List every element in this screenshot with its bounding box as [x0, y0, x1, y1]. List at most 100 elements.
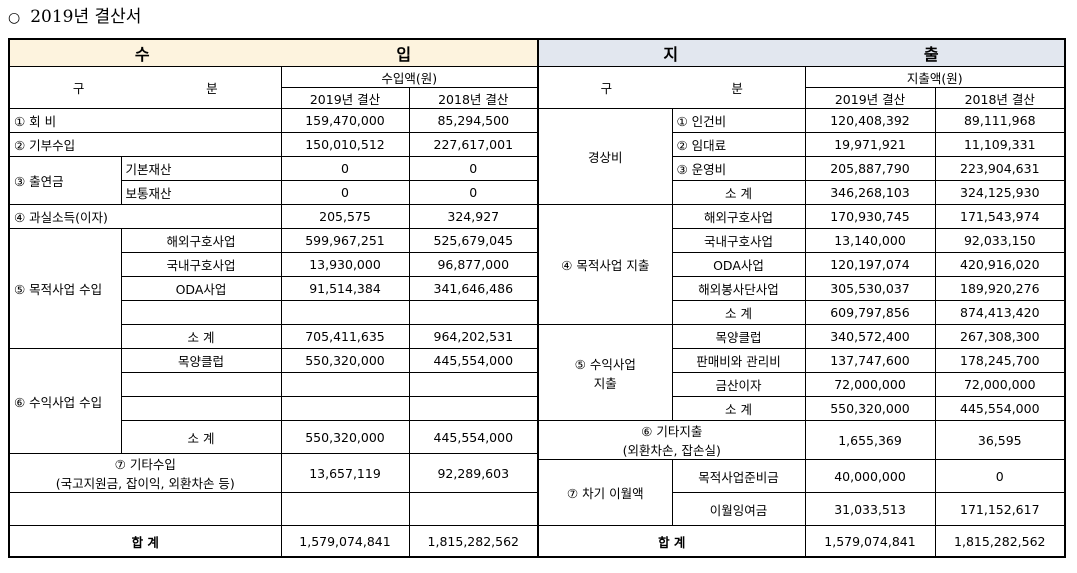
income-row	[8, 492, 539, 526]
expense-row: ③ 운영비 205,887,790 223,904,631	[538, 156, 1066, 181]
income-row: 소 계 550,320,000 445,554,000	[9, 420, 539, 454]
expense-2018: 324,125,930	[934, 180, 1066, 205]
income-2019: 599,967,251	[280, 228, 410, 253]
expense-group-line1: ⑥ 기타지출	[641, 424, 703, 439]
expense-sub: ① 인건비	[671, 108, 806, 133]
income-col-2019: 2019년 결산	[280, 87, 410, 109]
expense-total-label: 합 계	[537, 525, 806, 558]
expense-group: 경상비	[537, 108, 673, 205]
income-2018: 341,646,486	[408, 276, 539, 301]
income-gubun-header: 구 분	[8, 66, 282, 109]
expense-sub: 금산이자	[671, 372, 806, 397]
income-2019: 13,657,119	[280, 453, 410, 493]
expense-2018: 0	[934, 459, 1066, 493]
expense-sub: 해외봉사단사업	[671, 276, 806, 301]
expense-table: 지 출 구 분 지출액(원) 2019년 결산 2018년 결산 경상비 ① 인…	[537, 38, 1067, 558]
expense-total-2019: 1,579,074,841	[804, 525, 936, 558]
income-2019: 13,930,000	[280, 252, 410, 277]
expense-2018: 171,152,617	[934, 492, 1066, 526]
expense-row: ⑥ 기타지출 (외환차손, 잡손실) 1,655,369 36,595	[537, 420, 1066, 460]
expense-sub: 소 계	[671, 180, 806, 205]
expense-2018: 11,109,331	[934, 132, 1066, 157]
income-label: ⑦ 기타수입 (국고지원금, 잡이익, 외환차손 등)	[8, 453, 282, 493]
income-2019: 150,010,512	[280, 132, 410, 157]
expense-group: ⑥ 기타지출 (외환차손, 잡손실)	[537, 420, 806, 460]
expense-sub: 목적사업준비금	[671, 459, 806, 493]
income-sub: 소 계	[120, 324, 282, 349]
income-sub: 해외구호사업	[120, 228, 282, 253]
income-2019	[280, 372, 410, 397]
expense-2019: 137,747,600	[804, 348, 936, 373]
expense-col-2019: 2019년 결산	[804, 87, 936, 109]
expense-2019: 346,268,103	[804, 180, 936, 205]
income-2019: 550,320,000	[280, 348, 410, 373]
income-2018: 964,202,531	[408, 324, 539, 349]
income-2018: 525,679,045	[408, 228, 539, 253]
expense-2019: 170,930,745	[804, 204, 936, 229]
expense-2018: 89,111,968	[934, 108, 1066, 133]
income-table: 수 입 구 분 수입액(원) 2019년 결산 2018년 결산 ① 회 비 1…	[8, 38, 540, 558]
income-sub	[120, 372, 282, 397]
income-group: ⑥ 수익사업 수입	[8, 348, 122, 454]
expense-group: ⑤ 수익사업 지출	[537, 324, 673, 421]
expense-total-row: 합 계 1,579,074,841 1,815,282,562	[537, 525, 1066, 558]
income-header-right: 입	[396, 45, 413, 64]
expense-group-line2: (외환차손, 잡손실)	[622, 443, 721, 458]
income-2019	[280, 492, 410, 526]
income-total-label: 합 계	[8, 525, 282, 558]
income-2018	[408, 300, 539, 325]
income-2019: 550,320,000	[280, 420, 410, 454]
expense-group-line1: ⑤ 수익사업	[574, 356, 636, 372]
expense-amount-header: 지출액(원)	[804, 66, 1066, 88]
income-label	[8, 492, 282, 526]
expense-2019: 120,408,392	[804, 108, 936, 133]
income-amount-header: 수입액(원)	[280, 66, 539, 88]
income-label: ① 회 비	[8, 108, 282, 133]
expense-sub: 해외구호사업	[671, 204, 806, 229]
income-sub: 소 계	[120, 420, 282, 454]
income-row: ④ 과실소득(이자) 205,575 324,927	[8, 204, 539, 229]
income-sub: 기본재산	[120, 156, 282, 181]
income-label-line1: ⑦ 기타수입	[114, 457, 176, 472]
income-2018	[408, 396, 539, 421]
income-2019: 205,575	[280, 204, 410, 229]
expense-group: ⑦ 차기 이월액	[537, 459, 673, 526]
expense-2019: 205,887,790	[804, 156, 936, 181]
income-2019: 91,514,384	[280, 276, 410, 301]
expense-group-line2: 지출	[593, 375, 617, 391]
income-2019	[280, 396, 410, 421]
income-2018: 445,554,000	[408, 420, 539, 454]
expense-col-2018: 2018년 결산	[934, 87, 1066, 109]
expense-row: 국내구호사업 13,140,000 92,033,150	[538, 228, 1066, 253]
income-total-2019: 1,579,074,841	[280, 525, 410, 558]
income-2018: 0	[408, 180, 539, 205]
expense-row: ④ 목적사업 지출 해외구호사업 170,930,745 171,543,974	[537, 204, 1066, 325]
expense-2019: 609,797,856	[804, 300, 936, 325]
expense-2018: 178,245,700	[934, 348, 1066, 373]
income-row: ⑦ 기타수입 (국고지원금, 잡이익, 외환차손 등) 13,657,119 9…	[8, 453, 539, 493]
income-col-2018: 2018년 결산	[408, 87, 539, 109]
income-sub: 목양클럽	[120, 348, 282, 373]
income-2019: 705,411,635	[280, 324, 410, 349]
expense-2019: 340,572,400	[804, 324, 936, 349]
income-row: 국내구호사업 13,930,000 96,877,000	[9, 252, 539, 277]
expense-group: ④ 목적사업 지출	[537, 204, 673, 325]
income-gubun-2: 분	[206, 81, 218, 96]
income-2018: 96,877,000	[408, 252, 539, 277]
income-sub: 국내구호사업	[120, 252, 282, 277]
income-2018: 0	[408, 156, 539, 181]
income-sub	[120, 396, 282, 421]
expense-sub: 목양클럽	[671, 324, 806, 349]
expense-2018: 92,033,150	[934, 228, 1066, 253]
income-label: ④ 과실소득(이자)	[8, 204, 282, 229]
income-total-row: 합 계 1,579,074,841 1,815,282,562	[8, 525, 539, 558]
expense-2018: 420,916,020	[934, 252, 1066, 277]
expense-row: 소 계 609,797,856 874,413,420	[538, 300, 1066, 325]
expense-row: 경상비 ① 인건비 120,408,392 89,111,968	[537, 108, 1066, 205]
income-header: 수 입	[8, 38, 539, 67]
expense-row: ⑤ 수익사업 지출 목양클럽 340,572,400 267,308,300	[537, 324, 1066, 421]
income-total-2018: 1,815,282,562	[408, 525, 539, 558]
expense-header: 지 출	[537, 38, 1066, 67]
income-row: ODA사업 91,514,384 341,646,486	[9, 276, 539, 301]
expense-2019: 40,000,000	[804, 459, 936, 493]
